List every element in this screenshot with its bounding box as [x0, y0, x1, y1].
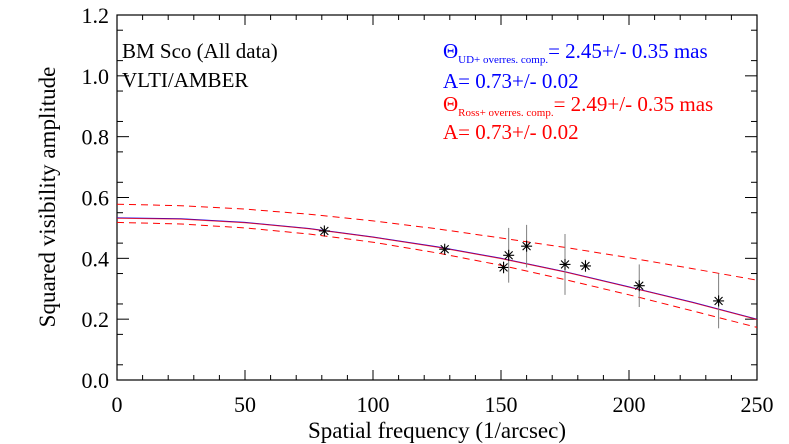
axis-tick-labels: 0 50 100 150 200 250 0.0 0.2 0.4 0.6 0.8 1.0 1.2 [82, 3, 774, 417]
x-axis-title: Spatial frequency (1/arcsec) [308, 418, 566, 443]
ross-amplitude: A= 0.73+/- 0.02 [443, 120, 579, 144]
x-tick-label: 250 [741, 392, 774, 417]
data-point [503, 227, 515, 283]
y-tick-label: 0.8 [82, 125, 110, 150]
ross-annotation: ΘRoss+ overres. comp.= 2.49+/- 0.35 mas … [443, 92, 713, 144]
ross-theta-symbol: Θ [443, 92, 458, 116]
instrument-label: VLTI/AMBER [122, 68, 248, 92]
data-point [713, 273, 725, 329]
data-points [318, 224, 725, 329]
y-tick-label: 1.2 [82, 3, 110, 28]
y-tick-label: 0.2 [82, 307, 110, 332]
x-tick-label: 200 [613, 392, 646, 417]
ud-annotation: ΘUD+ overres. comp.= 2.45+/- 0.35 mas A=… [443, 39, 708, 93]
axis-ticks [116, 14, 758, 381]
ud-theta-value: = 2.45+/- 0.35 mas [548, 39, 708, 63]
data-point [521, 224, 533, 268]
ross-theta-subscript: Ross+ overres. comp. [458, 107, 554, 119]
data-point [633, 264, 645, 307]
ross-theta-line: ΘRoss+ overres. comp.= 2.49+/- 0.35 mas [443, 92, 713, 119]
data-point [318, 225, 330, 237]
y-tick-label: 0.4 [82, 246, 110, 271]
y-tick-label: 0.6 [82, 186, 110, 211]
ross-theta-value: = 2.49+/- 0.35 mas [554, 92, 714, 116]
model-curve-2 [116, 203, 758, 281]
data-point [579, 259, 591, 273]
x-tick-label: 0 [112, 392, 123, 417]
y-axis-title: Squared visibility amplitude [35, 67, 60, 328]
y-tick-label: 1.0 [82, 64, 110, 89]
data-point [498, 261, 510, 274]
model-curves [116, 203, 758, 328]
ud-amplitude: A= 0.73+/- 0.02 [443, 69, 579, 93]
model-curve-1 [116, 217, 758, 320]
target-label: BM Sco (All data) [122, 39, 278, 63]
y-tick-label: 0.0 [82, 368, 110, 393]
data-point [559, 234, 571, 295]
ud-theta-symbol: Θ [443, 39, 458, 63]
ud-theta-subscript: UD+ overres. comp. [458, 54, 548, 66]
x-tick-label: 150 [485, 392, 518, 417]
model-curve-3 [116, 221, 758, 328]
x-tick-label: 50 [234, 392, 256, 417]
data-point [439, 243, 451, 255]
ud-theta-line: ΘUD+ overres. comp.= 2.45+/- 0.35 mas [443, 39, 708, 66]
model-curve-0 [116, 217, 758, 320]
x-tick-label: 100 [357, 392, 390, 417]
